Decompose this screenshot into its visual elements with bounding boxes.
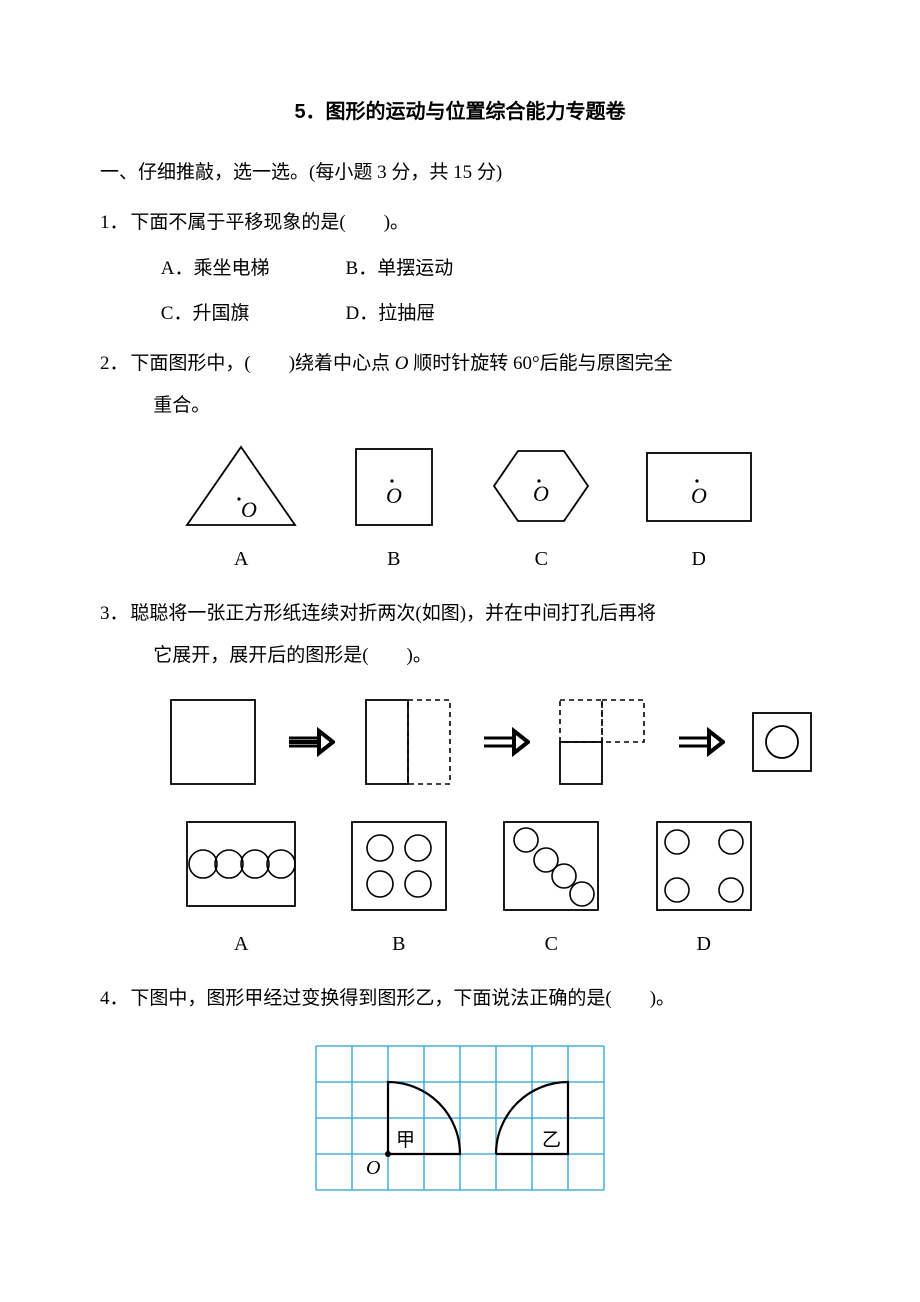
q2-o-label-d: O [691,483,707,508]
arrow-icon [675,727,725,757]
q2-label-c: C [486,537,596,581]
q2-label-d: D [639,537,759,581]
q2-stem-a: 下面图形中，( )绕着中心点 [130,353,394,374]
q1-option-a: A．乘坐电梯 [161,248,341,290]
q1-number: 1． [100,202,130,244]
q1-stem: 下面不属于平移现象的是( )。 [130,212,409,233]
q3-option-c-figure: C [496,816,606,966]
fold-step-3 [554,694,650,790]
q2-stem-b: 顺时针旋转 60°后能与原图完全 [409,353,673,374]
q2-stem-cont: 重合。 [100,385,820,427]
q4-number: 4． [100,978,130,1020]
q3-label-c: C [496,922,606,966]
q2-fig-a: O A [181,441,301,581]
question-4: 4．下图中，图形甲经过变换得到图形乙，下面说法正确的是( )。 甲 乙 O [100,978,820,1198]
q3-option-a-figure: A [181,816,301,966]
svg-text:O: O [366,1157,380,1179]
q2-fig-b: O B [344,441,444,581]
q2-o-label-c: O [533,481,549,506]
q3-label-b: B [344,922,454,966]
fold-step-4 [749,709,815,775]
q2-label-a: A [181,537,301,581]
q3-stem-cont: 它展开，展开后的图形是( )。 [100,635,820,677]
fold-step-1 [165,694,261,790]
q3-option-d-figure: D [649,816,759,966]
q2-label-b: B [344,537,444,581]
q2-o-label-b: O [386,483,402,508]
q1-option-c: C．升国旗 [161,293,341,335]
q3-number: 3． [100,593,130,635]
q3-label-a: A [181,922,301,966]
question-2: 2．下面图形中，( )绕着中心点 O 顺时针旋转 60°后能与原图完全 重合。 … [100,343,820,585]
fold-step-2 [360,694,456,790]
q2-stem-o: O [395,353,409,374]
q1-option-d: D．拉抽屉 [346,293,436,335]
q3-stem: 聪聪将一张正方形纸连续对折两次(如图)，并在中间打孔后再将 [130,603,656,624]
q4-grid-figure: 甲 乙 O [100,1020,820,1198]
worksheet-title: 5．图形的运动与位置综合能力专题卷 [100,90,820,134]
q2-fig-c: O C [486,441,596,581]
question-3: 3．聪聪将一张正方形纸连续对折两次(如图)，并在中间打孔后再将 它展开，展开后的… [100,593,820,971]
q3-answers-row: A B C [100,808,820,970]
question-1: 1．下面不属于平移现象的是( )。 A．乘坐电梯 B．单摆运动 C．升国旗 D．… [100,202,820,335]
q3-fold-sequence [100,676,820,808]
q2-fig-d: O D [639,441,759,581]
arrow-icon [480,727,530,757]
q1-option-b: B．单摆运动 [346,248,454,290]
q3-option-b-figure: B [344,816,454,966]
q2-figure-row: O A O B O C O [100,427,820,585]
q3-label-d: D [649,922,759,966]
q2-o-label-a: O [241,497,257,522]
q2-number: 2． [100,343,130,385]
svg-text:乙: 乙 [542,1130,561,1151]
arrow-icon [285,727,335,757]
section-1-heading: 一、仔细推敲，选一选。(每小题 3 分，共 15 分) [100,152,820,194]
q4-stem: 下图中，图形甲经过变换得到图形乙，下面说法正确的是( )。 [130,988,675,1009]
svg-text:甲: 甲 [396,1130,415,1151]
